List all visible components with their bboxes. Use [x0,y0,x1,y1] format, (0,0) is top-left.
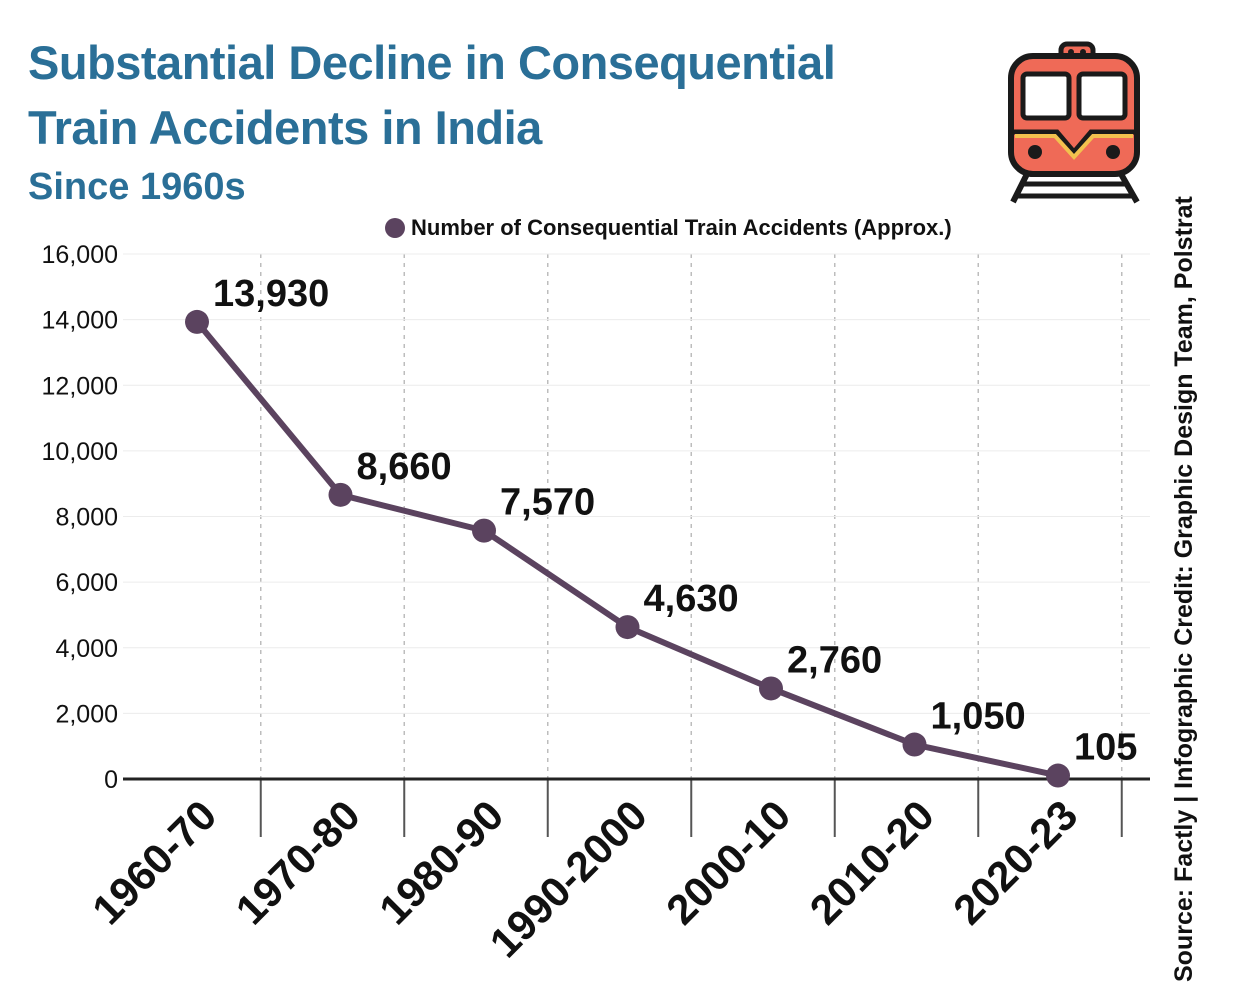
data-label: 4,630 [644,578,739,620]
x-tick-label: 1990-2000 [481,791,656,966]
y-tick-label: 10,000 [42,438,118,466]
data-point [615,615,640,640]
chart-title-line1: Substantial Decline in Consequential [28,36,836,89]
data-point [759,676,783,701]
data-point [328,482,353,507]
vertical-gridlines [259,254,1123,837]
data-label: 1,050 [931,696,1026,738]
x-tick-label: 2010-20 [801,791,943,933]
source-credit: Source: Factly | Infographic Credit: Gra… [1170,196,1198,982]
data-point [1046,763,1070,788]
y-tick-label: 16,000 [42,241,118,269]
y-tick-label: 8,000 [55,504,118,532]
chart-subtitle: Since 1960s [28,166,246,208]
legend-marker [385,218,405,238]
chart-title: Substantial Decline in Consequential Tra… [28,30,836,160]
y-tick-label: 12,000 [42,372,118,400]
x-tick-label: 2000-10 [657,791,799,933]
data-point [472,518,496,543]
data-point [902,732,927,757]
data-label: 8,660 [357,446,452,488]
y-tick-label: 4,000 [55,635,118,663]
data-label: 13,930 [213,273,329,315]
data-label: 7,570 [500,482,595,524]
legend: Number of Consequential Train Accidents … [385,215,952,240]
x-tick-label: 2020-23 [944,791,1086,933]
x-tick-label: 1980-90 [370,791,512,933]
series-line [194,318,1061,779]
data-series: 13,930 8,660 7,570 4,630 2,760 1,050 105 [185,273,1137,788]
y-axis: 0 2,000 4,000 6,000 8,000 10,000 12,000 14,000 1… [42,241,118,794]
chart-title-line2: Train Accidents in India [28,101,542,154]
y-tick-label: 14,000 [42,307,118,335]
x-tick-label: 1960-70 [83,791,225,933]
horizontal-gridlines [123,253,1150,714]
y-tick-label: 6,000 [55,569,118,597]
y-tick-label: 2,000 [55,700,118,728]
data-point [185,309,209,334]
data-label: 105 [1074,727,1137,769]
x-tick-label: 1970-80 [227,791,369,933]
y-tick-label: 0 [104,766,118,794]
data-label: 2,760 [787,639,882,681]
legend-label: Number of Consequential Train Accidents … [411,215,952,240]
train-icon [1008,41,1140,204]
